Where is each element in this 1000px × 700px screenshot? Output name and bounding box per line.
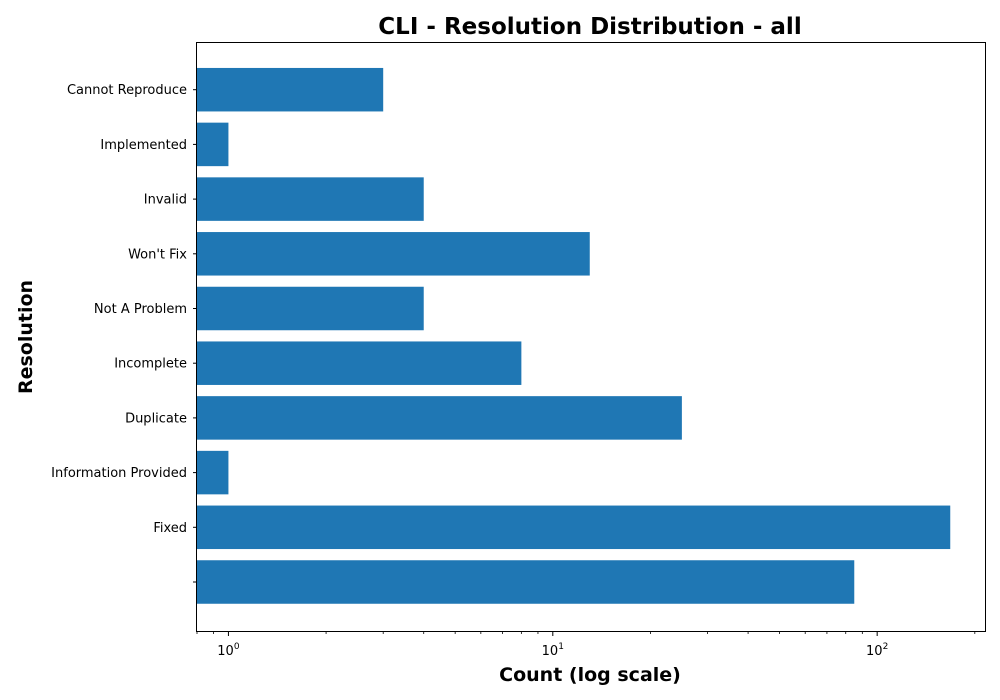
x-tick-label: 100 [217,642,240,659]
y-tick-label: Fixed [153,521,187,536]
plot-frame [196,42,986,632]
bar-2 [197,450,229,495]
y-tick-label: Duplicate [125,411,187,426]
x-axis-ticks: 100 101 102 [196,631,976,659]
x-axis-label: Count (log scale) [499,664,681,686]
x-tick-label: 102 [866,642,888,659]
y-tick-label: Implemented [100,138,187,153]
bar-0 [197,560,855,604]
y-tick-label: Incomplete [114,357,187,372]
y-tick-label: Invalid [144,193,187,208]
y-tick-label: Information Provided [51,466,187,481]
y-axis-label: Resolution [15,280,37,394]
bar-4 [197,341,522,385]
bar-9 [197,67,384,112]
bar-5 [197,286,424,331]
bar-6 [197,232,590,276]
bar-3 [197,396,682,440]
bar-8 [197,122,229,167]
y-tick-label: Won't Fix [128,247,187,262]
y-tick-label: Cannot Reproduce [67,83,187,98]
y-tick-label: Not A Problem [94,302,187,317]
x-tick-label: 101 [542,642,564,659]
bars-group [197,67,951,604]
bar-7 [197,177,424,221]
chart-title: CLI - Resolution Distribution - all [378,14,801,40]
y-axis-ticks: Fixed Information Provided Duplicate Incomp… [51,83,197,583]
bar-1 [197,505,951,550]
